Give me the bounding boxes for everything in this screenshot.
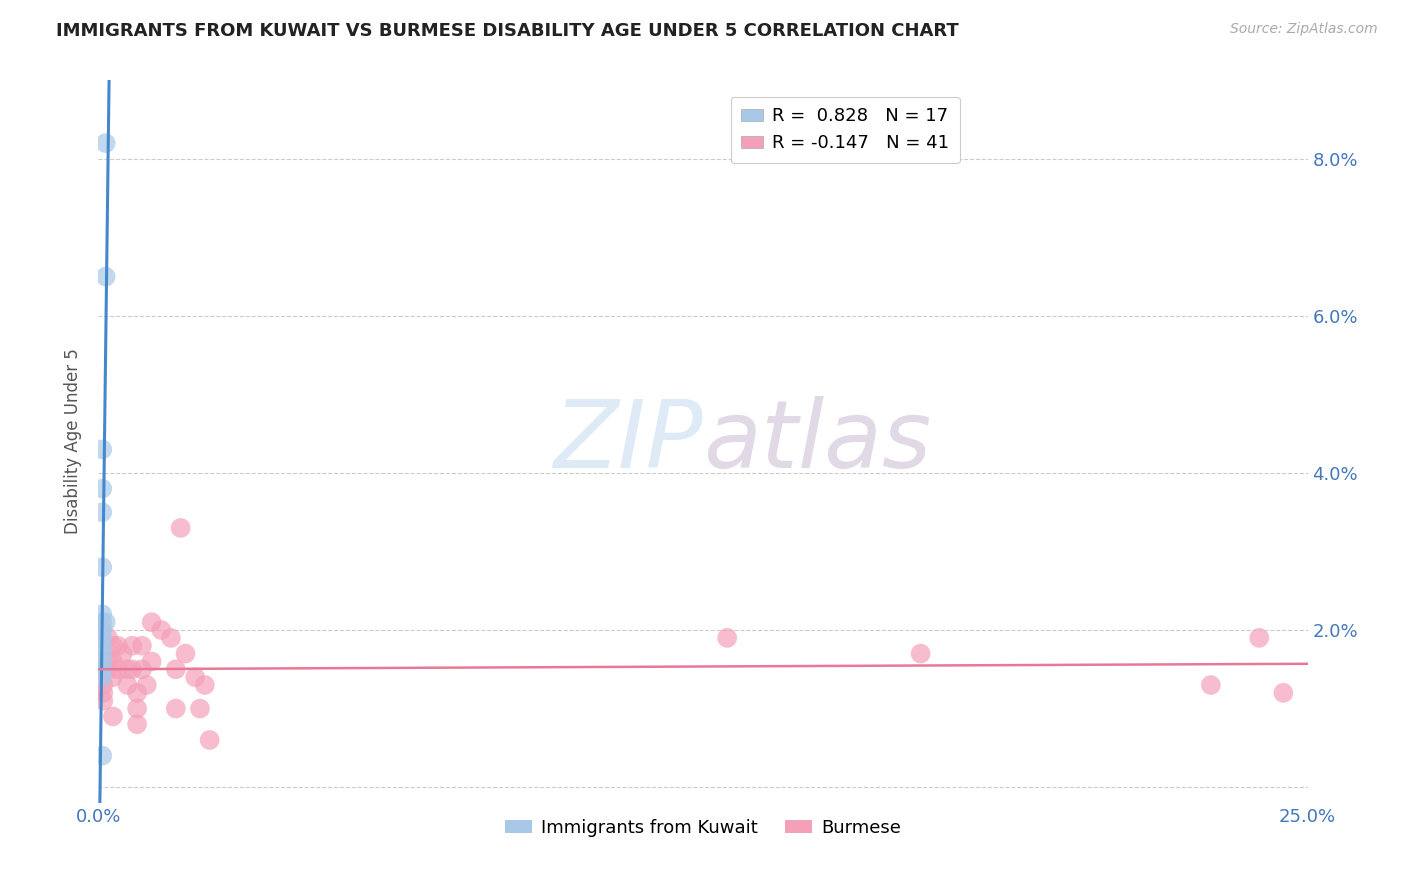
Point [91,560,114,574]
Point [97,631,120,645]
Text: IMMIGRANTS FROM KUWAIT VS BURMESE DISABILITY AGE UNDER 5 CORRELATION CHART: IMMIGRANTS FROM KUWAIT VS BURMESE DISABI… [56,22,959,40]
Point [91,482,114,496]
Point [131,639,153,653]
Point [101,655,124,669]
Point [91,631,114,645]
Point [160,631,183,645]
Point [107,662,129,676]
Point [141,615,163,630]
Point [101,639,124,653]
Point [91,623,114,637]
Point [101,709,124,723]
Point [716,631,738,645]
Text: atlas: atlas [703,396,931,487]
Point [91,748,114,763]
Point [91,655,114,669]
Point [97,655,120,669]
Point [91,662,114,676]
Point [91,670,114,684]
Point [91,442,114,457]
Point [910,647,932,661]
Point [127,717,149,731]
Point [101,670,124,684]
Point [94,615,117,630]
Point [107,639,129,653]
Point [169,521,191,535]
Point [91,678,114,692]
Point [1272,686,1295,700]
Point [1199,678,1222,692]
Point [91,647,114,661]
Point [127,701,149,715]
Point [117,678,139,692]
Point [184,670,207,684]
Point [111,647,134,661]
Point [94,269,117,284]
Point [91,607,114,622]
Point [121,662,143,676]
Point [127,686,149,700]
Point [121,639,143,653]
Point [131,662,153,676]
Point [141,655,163,669]
Point [91,505,114,519]
Point [165,701,187,715]
Point [91,639,114,653]
Text: Source: ZipAtlas.com: Source: ZipAtlas.com [1230,22,1378,37]
Point [194,678,217,692]
Y-axis label: Disability Age Under 5: Disability Age Under 5 [65,349,83,534]
Point [150,623,173,637]
Point [188,701,211,715]
Point [135,678,157,692]
Legend: Immigrants from Kuwait, Burmese: Immigrants from Kuwait, Burmese [498,812,908,845]
Text: ZIP: ZIP [554,396,703,487]
Point [91,694,114,708]
Point [91,615,114,630]
Point [1249,631,1271,645]
Point [94,136,117,150]
Point [91,686,114,700]
Point [165,662,187,676]
Point [97,662,120,676]
Point [198,733,221,747]
Point [117,662,139,676]
Point [174,647,197,661]
Point [91,662,114,676]
